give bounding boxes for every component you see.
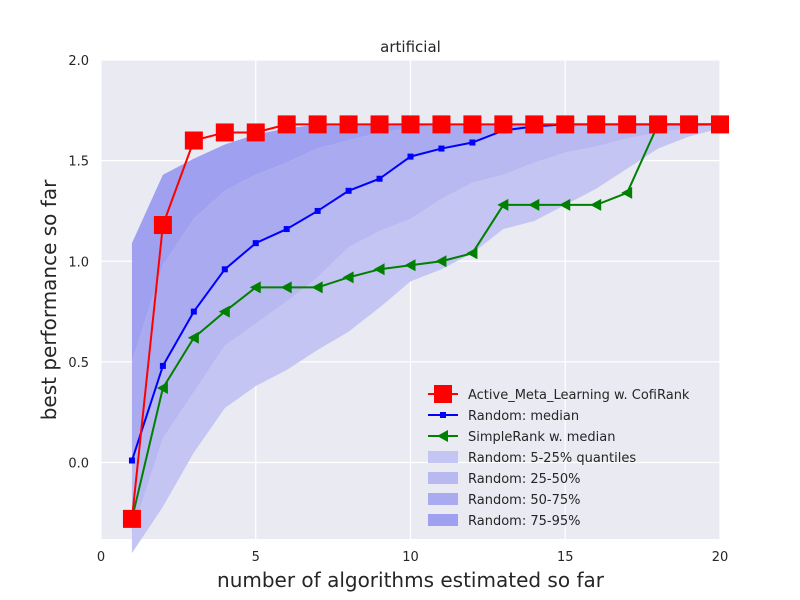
legend-swatch: [428, 472, 458, 484]
data-point: [711, 115, 729, 134]
legend-item: Random: 25-50%: [428, 472, 580, 487]
data-point: [469, 139, 476, 146]
data-point: [376, 175, 383, 182]
data-point: [246, 123, 265, 142]
y-tick-label: 0.5: [68, 356, 89, 371]
data-point: [463, 115, 482, 134]
data-point: [159, 362, 166, 369]
data-point: [497, 198, 509, 211]
data-point: [432, 115, 451, 134]
data-point: [221, 266, 228, 273]
legend-swatch: [428, 493, 458, 505]
data-point: [437, 430, 448, 442]
x-tick-label: 10: [402, 550, 419, 565]
quantile-band: [131, 124, 720, 461]
data-point: [342, 271, 354, 284]
data-point: [404, 259, 416, 272]
quantile-bands: [131, 124, 720, 554]
data-point: [407, 153, 414, 160]
data-point: [187, 331, 199, 344]
legend-label: Active_Meta_Learning w. CofiRank: [468, 388, 690, 403]
legend-item: Random: 50-75%: [428, 493, 580, 508]
data-point: [190, 308, 197, 315]
series-line: [130, 123, 720, 520]
quantile-band: [131, 124, 720, 533]
legend-label: Random: 25-50%: [468, 472, 580, 487]
data-point: [252, 240, 259, 247]
y-tick-label: 1.0: [68, 255, 89, 270]
data-point: [249, 281, 261, 294]
data-point: [401, 115, 420, 134]
data-point: [156, 382, 168, 395]
data-point: [525, 115, 544, 134]
axis-ticks: 0 5 10 15 20 0.0 0.5 1.0 1.5 2.0: [68, 54, 728, 565]
y-tick-label: 1.5: [68, 155, 89, 170]
legend-swatch: [428, 514, 458, 526]
data-point: [618, 115, 637, 134]
data-point: [277, 115, 296, 134]
data-point: [494, 115, 513, 134]
data-point: [649, 115, 668, 134]
data-point: [215, 123, 234, 142]
data-point: [218, 305, 230, 318]
data-point: [556, 115, 575, 134]
data-point: [280, 281, 292, 294]
legend-label: Random: 75-95%: [468, 514, 580, 529]
data-point: [466, 247, 478, 260]
legend-label: Random: 50-75%: [468, 493, 580, 508]
data-point: [559, 198, 571, 211]
x-tick-label: 5: [252, 550, 260, 565]
data-point: [587, 115, 606, 134]
legend-item: SimpleRank w. median: [428, 430, 615, 445]
x-axis-title: number of algorithms estimated so far: [217, 568, 605, 592]
x-tick-label: 0: [97, 550, 105, 565]
data-point: [434, 385, 452, 403]
x-tick-label: 20: [712, 550, 729, 565]
series: [122, 115, 729, 528]
data-point: [153, 216, 172, 235]
y-axis-title: best performance so far: [37, 179, 61, 420]
data-point: [283, 226, 290, 233]
legend-label: Random: 5-25% quantiles: [468, 451, 636, 466]
series-lines: [122, 115, 729, 528]
data-point: [122, 509, 141, 528]
legend-label: Random: median: [468, 409, 579, 424]
legend-item: Random: median: [428, 409, 579, 424]
data-point: [339, 115, 358, 134]
data-point: [128, 457, 135, 464]
data-point: [621, 186, 633, 199]
y-tick-label: 2.0: [68, 54, 89, 69]
x-tick-label: 15: [557, 550, 574, 565]
legend-label: SimpleRank w. median: [468, 430, 615, 445]
quantile-band: [131, 124, 720, 554]
data-point: [311, 281, 323, 294]
legend: Active_Meta_Learning w. CofiRank Random: …: [428, 385, 690, 529]
y-tick-label: 0.0: [68, 457, 89, 472]
data-point: [528, 198, 540, 211]
data-point: [680, 115, 699, 134]
data-point: [308, 115, 327, 134]
legend-item: Random: 75-95%: [428, 514, 580, 529]
data-point: [370, 115, 389, 134]
data-point: [345, 187, 352, 194]
data-point: [314, 207, 321, 214]
chart-title: artificial: [380, 38, 441, 56]
legend-item: Random: 5-25% quantiles: [428, 451, 636, 466]
data-point: [590, 198, 602, 211]
data-point: [438, 145, 445, 152]
data-point: [184, 131, 203, 150]
data-point: [435, 255, 447, 268]
data-point: [373, 263, 385, 276]
legend-item: Active_Meta_Learning w. CofiRank: [428, 385, 690, 403]
legend-swatch: [428, 451, 458, 463]
data-point: [440, 412, 446, 418]
